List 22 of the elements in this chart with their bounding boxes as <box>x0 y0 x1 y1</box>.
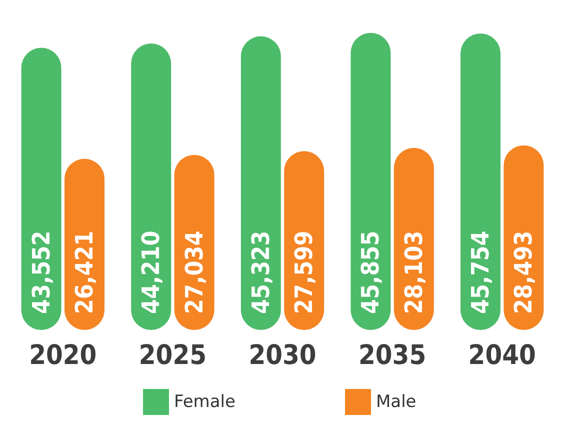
data-label: 26,421 <box>70 230 98 314</box>
bar <box>350 32 391 330</box>
bar <box>240 36 281 330</box>
bar <box>21 48 62 330</box>
data-label: 45,323 <box>246 230 275 314</box>
legend-label: Male <box>376 392 416 412</box>
data-label: 27,034 <box>180 230 208 314</box>
data-label: 27,599 <box>290 230 318 314</box>
bar <box>460 34 500 330</box>
x-tick-label: 2030 <box>248 340 316 371</box>
x-tick-label: 2035 <box>358 340 426 371</box>
x-tick-label: 2025 <box>138 340 207 371</box>
data-label: 44,210 <box>137 230 166 314</box>
data-label: 28,493 <box>510 230 538 314</box>
x-tick-label: 2020 <box>29 340 97 371</box>
data-label: 45,855 <box>356 230 385 314</box>
legend-label: Female <box>174 392 236 412</box>
bar <box>131 44 172 330</box>
data-label: 28,103 <box>400 230 428 314</box>
data-label: 43,552 <box>27 230 56 314</box>
x-tick-label: 2040 <box>468 340 536 371</box>
data-label: 45,754 <box>466 230 494 314</box>
